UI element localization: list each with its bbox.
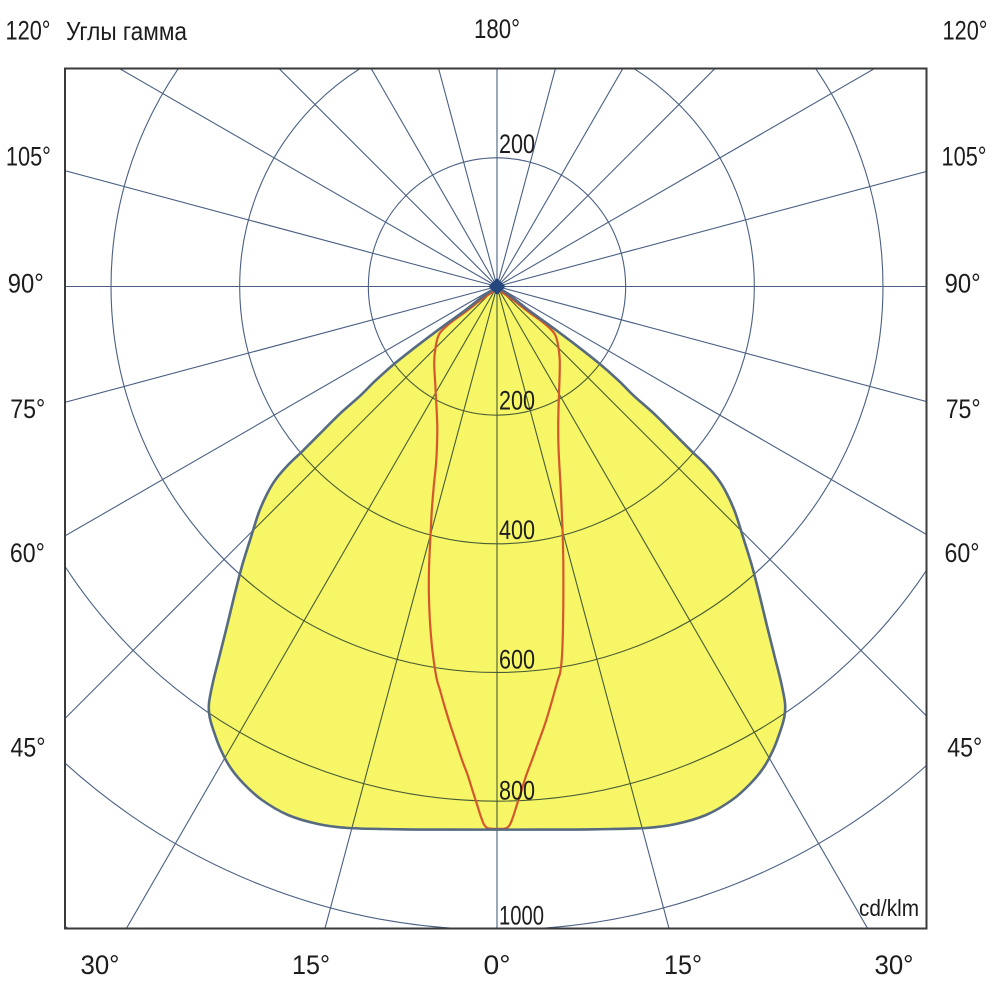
svg-text:75°: 75° — [946, 394, 981, 424]
svg-text:45°: 45° — [947, 733, 982, 763]
svg-text:15°: 15° — [292, 950, 330, 980]
svg-text:60°: 60° — [10, 538, 45, 568]
svg-text:400: 400 — [499, 515, 535, 545]
svg-text:105°: 105° — [942, 142, 987, 172]
svg-text:90°: 90° — [945, 269, 981, 299]
svg-text:600: 600 — [499, 645, 535, 675]
svg-text:cd/klm: cd/klm — [859, 895, 919, 921]
svg-text:30°: 30° — [81, 950, 120, 980]
svg-text:60°: 60° — [945, 538, 980, 568]
svg-text:45°: 45° — [11, 733, 46, 763]
svg-text:105°: 105° — [6, 142, 51, 172]
svg-text:180°: 180° — [474, 14, 520, 44]
svg-text:120°: 120° — [6, 16, 51, 46]
svg-text:1000: 1000 — [499, 901, 544, 931]
svg-text:120°: 120° — [943, 16, 988, 46]
svg-text:75°: 75° — [10, 394, 45, 424]
svg-text:Углы гамма: Углы гамма — [66, 16, 187, 46]
svg-text:30°: 30° — [875, 950, 914, 980]
svg-text:800: 800 — [499, 776, 535, 806]
svg-text:200: 200 — [499, 386, 535, 416]
svg-text:15°: 15° — [664, 950, 702, 980]
svg-text:200: 200 — [499, 129, 535, 159]
svg-text:0°: 0° — [484, 950, 511, 980]
svg-text:90°: 90° — [8, 269, 44, 299]
